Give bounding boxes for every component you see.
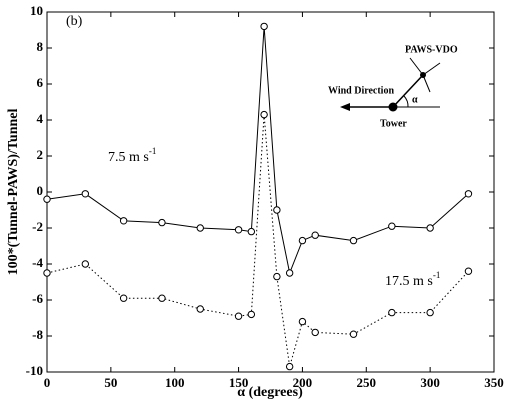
series-label: 7.5 m s-1 xyxy=(108,146,156,165)
x-tick-label: 350 xyxy=(484,375,504,390)
x-tick-label: 50 xyxy=(104,375,117,390)
angle-label: α xyxy=(412,94,418,105)
x-tick-label: 100 xyxy=(165,375,185,390)
x-tick-label: 0 xyxy=(44,375,51,390)
inset-label: Wind Direction xyxy=(328,85,394,96)
point xyxy=(43,195,51,203)
point xyxy=(426,308,434,317)
point xyxy=(81,260,90,268)
point xyxy=(349,236,358,245)
x-tick-label: 300 xyxy=(420,375,440,390)
vane xyxy=(422,62,441,76)
point xyxy=(158,294,166,302)
point xyxy=(247,310,256,319)
point xyxy=(158,218,166,227)
point xyxy=(464,267,473,275)
point xyxy=(43,269,51,277)
point xyxy=(298,317,307,326)
point xyxy=(81,190,90,198)
point xyxy=(388,308,396,317)
point xyxy=(273,272,281,281)
x-axis-label: α (degrees) xyxy=(237,385,303,400)
point xyxy=(426,224,434,232)
inset-diagram: α PAWS-VDO Wind Direction Tower xyxy=(328,44,458,129)
series-name-sup: -1 xyxy=(149,146,157,156)
x-tick-label: 200 xyxy=(293,375,313,390)
tower-dot xyxy=(388,102,398,112)
point xyxy=(464,190,473,198)
point xyxy=(119,294,128,302)
point xyxy=(285,269,294,277)
series-line xyxy=(46,26,469,275)
point xyxy=(388,222,396,230)
y-tick-label: -8 xyxy=(32,327,43,342)
point xyxy=(311,328,319,337)
point xyxy=(311,231,319,239)
plot-frame xyxy=(46,11,495,373)
arrow-head xyxy=(340,103,350,111)
tower-arm xyxy=(392,74,424,108)
vane xyxy=(422,74,431,93)
point xyxy=(247,227,256,236)
point xyxy=(196,224,204,232)
panel-label: (b) xyxy=(66,14,83,29)
point xyxy=(260,110,268,119)
y-tick-label: -4 xyxy=(32,255,43,270)
series-name: 7.5 m s xyxy=(108,150,149,165)
y-tick-label: -10 xyxy=(26,363,43,378)
y-tick-label: 6 xyxy=(37,75,44,90)
point xyxy=(234,312,243,320)
vane xyxy=(409,57,424,76)
x-tick-label: 250 xyxy=(357,375,377,390)
y-tick-label: -6 xyxy=(32,291,43,306)
x-tick-label: 150 xyxy=(229,375,249,390)
point xyxy=(273,206,281,214)
series-name-sup: -1 xyxy=(433,270,441,280)
angle-arc xyxy=(403,95,409,108)
point xyxy=(119,217,128,225)
inset-label: PAWS-VDO xyxy=(405,44,458,55)
y-tick-label: 8 xyxy=(37,39,44,54)
inset-label: Tower xyxy=(380,118,407,129)
point xyxy=(285,362,294,371)
paws-dot xyxy=(420,72,426,78)
y-tick-label: 10 xyxy=(30,3,43,18)
y-tick-label: -2 xyxy=(32,219,43,234)
y-tick-label: 0 xyxy=(37,183,44,198)
point xyxy=(234,226,243,234)
series-label: 17.5 m s-1 xyxy=(385,270,440,289)
y-tick-label: 4 xyxy=(37,111,44,126)
y-tick-label: 2 xyxy=(37,147,44,162)
point xyxy=(260,22,268,31)
y-axis-label: 100*(Tunnel-PAWS)/Tunnel xyxy=(6,109,21,276)
series-name: 17.5 m s xyxy=(385,274,433,289)
point xyxy=(349,330,358,338)
point xyxy=(298,236,307,245)
point xyxy=(196,305,204,313)
